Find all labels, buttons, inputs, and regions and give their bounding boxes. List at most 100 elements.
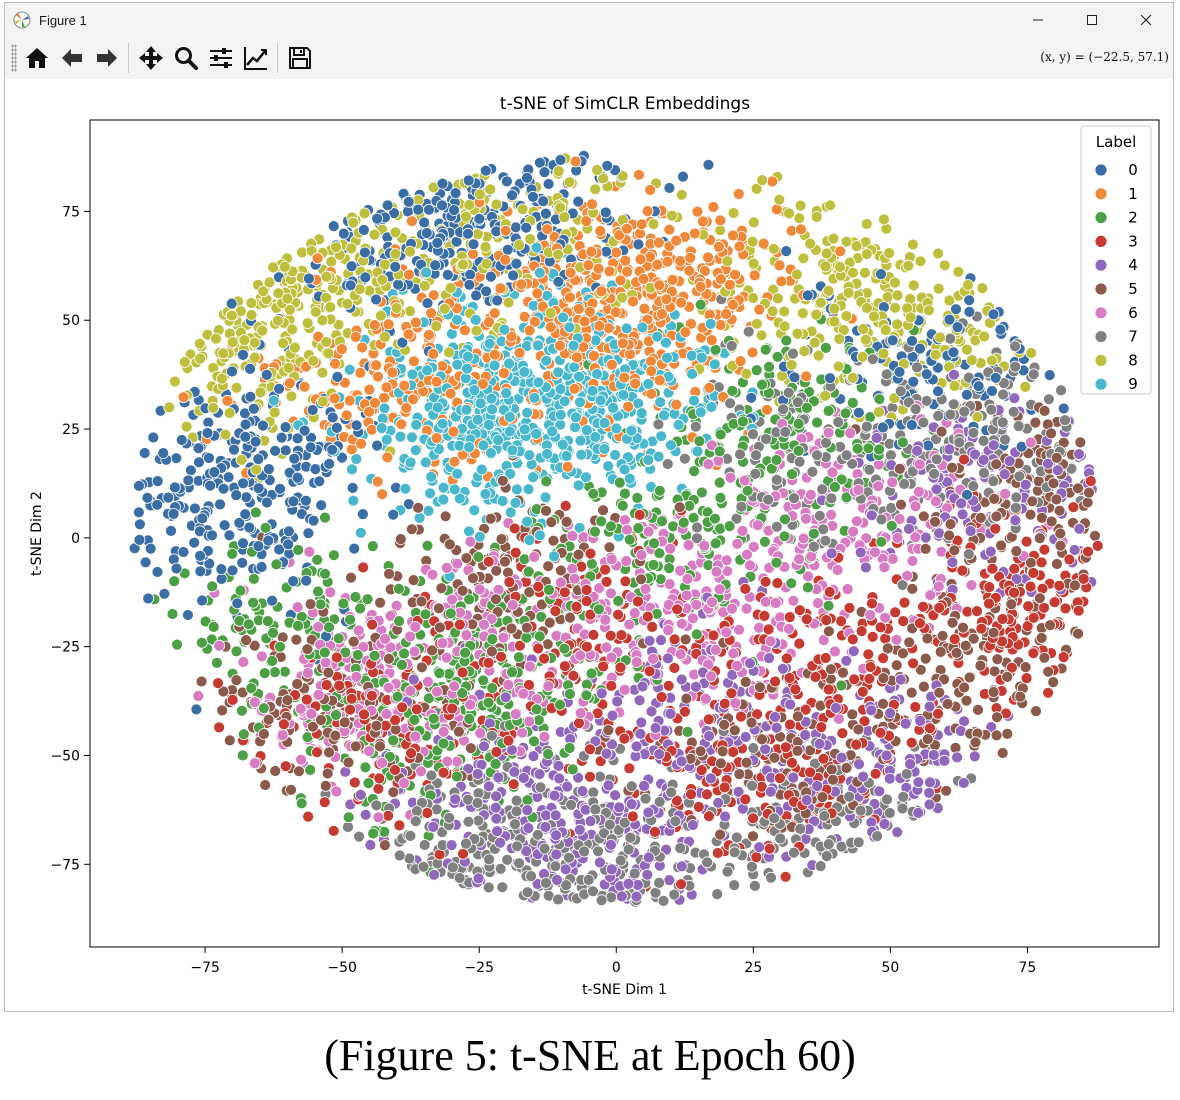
scatter-point-label-0	[223, 529, 236, 542]
scatter-point-label-4	[634, 728, 647, 740]
scatter-point-label-0	[337, 227, 350, 240]
scatter-point-label-3	[727, 746, 739, 758]
scatter-point-label-0	[302, 527, 315, 540]
scatter-point-label-4	[490, 812, 503, 825]
scatter-point-label-2	[319, 511, 331, 524]
scatter-point-label-3	[372, 782, 385, 795]
scatter-point-label-9	[437, 481, 450, 494]
scatter-point-label-2	[696, 486, 708, 499]
scatter-point-label-2	[319, 567, 331, 580]
scatter-point-label-9	[451, 467, 464, 480]
scatter-point-label-7	[552, 893, 564, 906]
save-button[interactable]	[282, 40, 317, 76]
scatter-point-label-3	[509, 546, 522, 559]
scatter-point-label-3	[869, 767, 882, 780]
scatter-point-label-5	[895, 498, 907, 511]
minimize-button[interactable]	[1011, 3, 1065, 37]
figure-canvas[interactable]: t-SNE of SimCLR Embeddings −75 −50 −25 0 25 5…	[5, 79, 1173, 1011]
forward-button[interactable]	[89, 40, 124, 76]
scatter-point-label-7	[342, 821, 354, 833]
scatter-plot[interactable]: t-SNE of SimCLR Embeddings −75 −50 −25 0 25 5…	[5, 79, 1173, 1011]
scatter-point-label-9	[623, 472, 636, 485]
scatter-point-label-9	[463, 525, 475, 538]
scatter-point-label-8	[783, 207, 795, 220]
scatter-point-label-6	[909, 531, 922, 544]
scatter-point-label-9	[691, 445, 704, 458]
scatter-point-label-7	[661, 458, 674, 470]
scatter-point-label-3	[311, 746, 323, 759]
home-button[interactable]	[19, 40, 54, 76]
zoom-button[interactable]	[168, 40, 203, 76]
scatter-point-label-1	[685, 317, 697, 330]
edit-axis-button[interactable]	[238, 40, 273, 76]
scatter-point-label-6	[844, 427, 857, 440]
scatter-point-label-9	[602, 460, 615, 473]
scatter-point-label-8	[404, 305, 417, 318]
scatter-point-label-5	[877, 698, 889, 710]
scatter-point-label-0	[963, 294, 976, 307]
scatter-point-label-6	[528, 551, 541, 563]
configure-subplots-button[interactable]	[203, 40, 238, 76]
scatter-point-label-6	[740, 602, 753, 615]
scatter-point-label-0	[304, 441, 317, 454]
scatter-point-label-0	[677, 170, 689, 183]
scatter-point-label-8	[755, 329, 768, 342]
scatter-point-label-0	[392, 278, 405, 291]
back-button[interactable]	[54, 40, 89, 76]
scatter-point-label-0	[266, 594, 279, 607]
window-controls	[1011, 3, 1173, 37]
scatter-point-label-7	[863, 463, 876, 476]
scatter-point-label-1	[714, 319, 727, 331]
scatter-point-label-2	[522, 565, 535, 578]
scatter-point-label-2	[168, 575, 181, 588]
figure-window: Figure 1	[4, 2, 1174, 1012]
scatter-point-label-6	[380, 708, 393, 720]
scatter-point-label-0	[243, 521, 256, 534]
scatter-point-label-0	[133, 533, 146, 546]
scatter-point-label-0	[239, 418, 252, 431]
scatter-point-label-8	[267, 261, 280, 274]
pan-button[interactable]	[133, 40, 168, 76]
scatter-point-label-8	[282, 361, 295, 374]
scatter-point-label-2	[759, 535, 771, 548]
scatter-point-label-3	[612, 608, 624, 621]
scatter-point-label-4	[478, 740, 490, 753]
scatter-point-label-8	[907, 279, 920, 292]
scatter-point-label-6	[516, 726, 529, 739]
scatter-point-label-8	[840, 235, 853, 248]
scatter-point-label-2	[631, 491, 644, 504]
scatter-point-label-5	[960, 694, 973, 707]
close-button[interactable]	[1119, 3, 1173, 37]
scatter-point-label-9	[510, 483, 523, 496]
scatter-point-label-1	[732, 188, 745, 200]
scatter-point-label-9	[422, 504, 435, 517]
maximize-button[interactable]	[1065, 3, 1119, 37]
scatter-point-label-0	[381, 199, 394, 212]
scatter-point-label-1	[467, 248, 479, 260]
scatter-point-label-1	[697, 215, 709, 228]
scatter-point-label-0	[745, 391, 758, 404]
scatter-point-label-8	[193, 337, 206, 350]
scatter-point-label-3	[975, 622, 988, 635]
window-title: Figure 1	[39, 12, 87, 28]
scatter-point-label-5	[1074, 436, 1087, 449]
scatter-point-label-6	[744, 559, 756, 572]
scatter-point-label-4	[655, 634, 667, 646]
scatter-point-label-3	[779, 870, 792, 883]
scatter-point-label-0	[886, 334, 899, 347]
scatter-point-label-7	[521, 886, 534, 899]
scatter-point-label-9	[618, 463, 631, 476]
scatter-point-label-0	[986, 385, 998, 397]
scatter-point-label-5	[223, 734, 236, 747]
toolbar-grip[interactable]	[11, 44, 17, 72]
scatter-point-label-9	[574, 434, 587, 447]
scatter-point-label-2	[207, 621, 220, 633]
scatter-point-label-3	[783, 611, 796, 623]
scatter-point-label-2	[349, 591, 362, 603]
scatter-point-label-0	[222, 471, 235, 484]
scatter-point-label-8	[914, 255, 927, 268]
scatter-point-label-7	[510, 805, 523, 818]
scatter-point-label-1	[365, 423, 378, 436]
scatter-point-label-6	[731, 660, 743, 672]
scatter-point-label-0	[151, 475, 164, 488]
